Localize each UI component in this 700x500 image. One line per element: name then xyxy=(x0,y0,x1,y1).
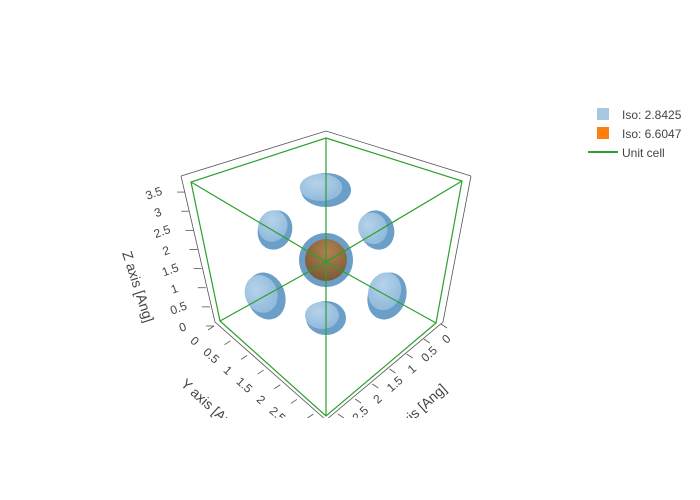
legend: Iso: 2.8425 Iso: 6.6047 Unit cell xyxy=(588,108,682,160)
x-tick-label: 0 xyxy=(439,331,454,346)
y-tick-label: 1 xyxy=(221,363,236,378)
x-tick xyxy=(354,398,362,404)
axis-ticks xyxy=(177,191,448,418)
x-tick xyxy=(372,383,379,389)
z-tick-label: 1.5 xyxy=(160,260,181,279)
x-tick-label: 0.5 xyxy=(418,343,440,365)
legend-label: Unit cell xyxy=(622,146,665,160)
y-tick xyxy=(307,413,314,418)
z-tick-label: 3 xyxy=(152,205,163,221)
y-tick-label: 0 xyxy=(188,334,203,349)
legend-item-iso-high[interactable]: Iso: 6.6047 xyxy=(597,127,682,141)
y-tick-label: 0.5 xyxy=(200,345,222,367)
x-tick xyxy=(440,323,448,329)
y-tick xyxy=(207,325,215,331)
unit-cell-lines xyxy=(190,137,463,417)
y-tick xyxy=(240,355,248,360)
y-tick xyxy=(257,369,264,375)
y-tick-label: 2 xyxy=(254,392,269,407)
x-tick xyxy=(337,413,345,418)
legend-label: Iso: 2.8425 xyxy=(622,108,682,122)
x-tick xyxy=(406,353,413,359)
y-tick xyxy=(274,384,281,390)
z-tick-label: 0 xyxy=(177,319,188,335)
z-tick-label: 2.5 xyxy=(152,222,173,241)
x-tick xyxy=(423,338,431,344)
x-tick xyxy=(389,368,396,374)
x-tick-label: 2.5 xyxy=(350,403,372,425)
y-tick xyxy=(290,399,298,404)
y-tick-label: 1.5 xyxy=(233,374,255,396)
z-tick-label: 3.5 xyxy=(144,184,165,203)
z-axis-title: Z axis [Ang] xyxy=(119,249,157,324)
y-tick-label: 3 xyxy=(287,422,302,437)
y-tick xyxy=(224,340,231,346)
x-tick-label: 1 xyxy=(405,361,420,376)
iso-surface-upper-left xyxy=(257,210,293,250)
legend-swatch xyxy=(597,127,609,139)
isosurfaces xyxy=(244,173,407,335)
iso-surface-top xyxy=(299,173,351,207)
legend-item-iso-low[interactable]: Iso: 2.8425 xyxy=(597,108,682,122)
z-tick-label: 2 xyxy=(161,243,172,259)
axis-box xyxy=(180,130,472,418)
legend-label: Iso: 6.6047 xyxy=(622,127,682,141)
y-tick-label: 2.5 xyxy=(267,404,289,426)
iso-surface-upper-right xyxy=(358,210,395,250)
x-tick-label: 3 xyxy=(336,421,351,436)
z-tick-label: 0.5 xyxy=(168,299,189,318)
x-tick-label: 2 xyxy=(370,391,385,406)
x-tick-label: 1.5 xyxy=(384,373,406,395)
legend-swatch xyxy=(597,108,609,120)
z-tick-label: 1 xyxy=(169,281,180,297)
legend-item-unit-cell[interactable]: Unit cell xyxy=(588,146,665,160)
